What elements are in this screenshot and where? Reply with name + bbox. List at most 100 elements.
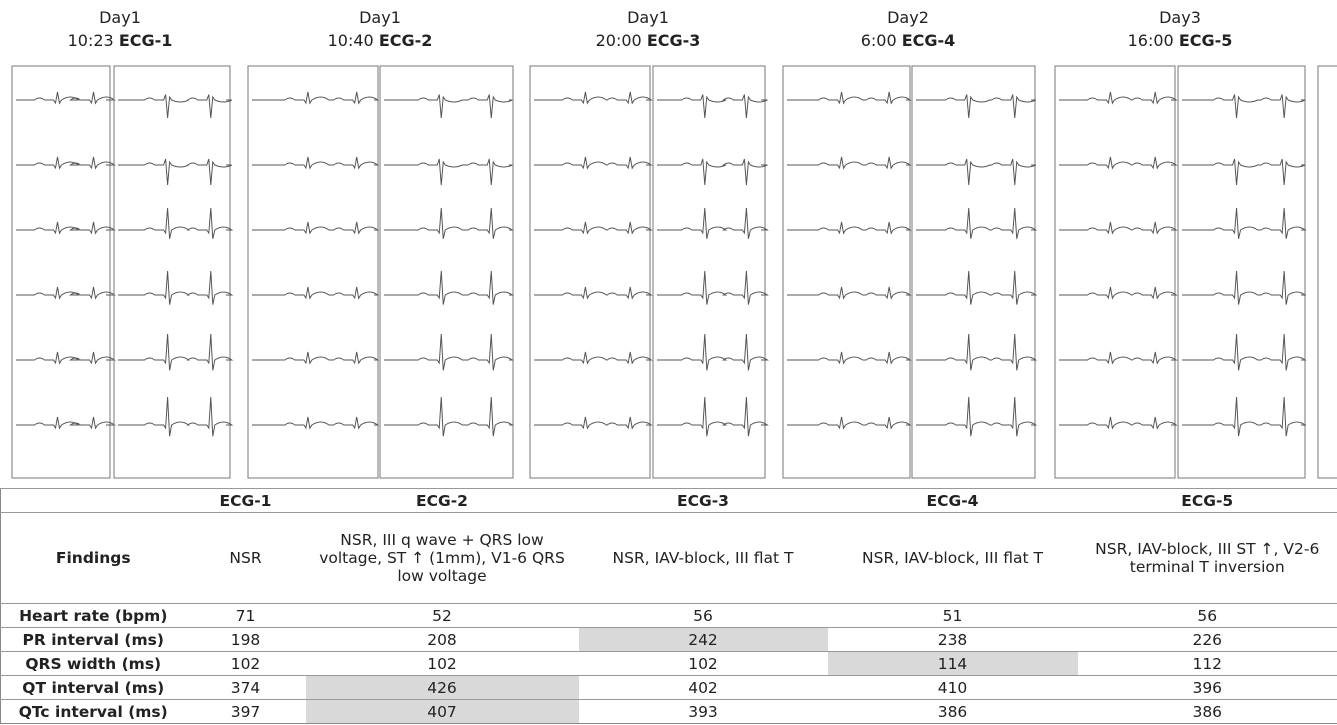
ecg-trace: [118, 271, 232, 305]
ecg-box: [114, 66, 230, 478]
panel-time-line: 16:00 ECG-5: [1060, 29, 1300, 52]
ecg-trace: [1059, 417, 1176, 428]
table-cell: NSR, IAV-block, III ST ↑, V2-6 terminal …: [1078, 513, 1337, 604]
ecg-trace: [787, 157, 910, 168]
table-cell: 386: [828, 700, 1078, 724]
figure: ECG-1ECG-2ECG-3ECG-4ECG-5 FindingsNSRNSR…: [0, 0, 1337, 725]
ecg-trace: [1059, 222, 1176, 233]
panel-label: ECG-5: [1179, 31, 1233, 50]
ecg-trace: [657, 208, 767, 239]
panel-label: ECG-2: [379, 31, 433, 50]
ecg-trace: [787, 222, 910, 233]
ecg-trace: [787, 352, 910, 363]
ecg-trace: [252, 157, 378, 168]
ecg-trace: [657, 159, 767, 185]
ecg-box: [248, 66, 378, 478]
table-cell: 56: [1078, 604, 1337, 628]
table-cell: 102: [186, 652, 306, 676]
ecg-trace: [1182, 397, 1305, 436]
ecg-trace: [252, 222, 378, 233]
row-label: Heart rate (bpm): [1, 604, 186, 628]
ecg-trace: [252, 287, 378, 298]
panel-day: Day1: [0, 6, 240, 29]
ecg-trace: [916, 95, 1036, 118]
table-cell: 51: [828, 604, 1078, 628]
ecg-trace: [16, 92, 115, 103]
ecg-trace: [916, 208, 1036, 239]
panel-time: 10:23: [68, 31, 114, 50]
panel-time: 16:00: [1128, 31, 1174, 50]
ecg-trace: [16, 287, 115, 298]
row-label: PR interval (ms): [1, 628, 186, 652]
ecg-trace: [916, 334, 1036, 370]
ecg-trace: [534, 352, 651, 363]
ecg-trace: [657, 95, 767, 118]
table-cell: 52: [306, 604, 579, 628]
ecg-trace: [916, 397, 1036, 436]
table-cell: 56: [579, 604, 828, 628]
ecg-trace: [118, 159, 232, 185]
ecg-box: [380, 66, 513, 478]
ecg-trace: [787, 92, 910, 103]
table-cell: 397: [186, 700, 306, 724]
panel-time-line: 20:00 ECG-3: [528, 29, 768, 52]
table-cell: 393: [579, 700, 828, 724]
table-cell: 102: [579, 652, 828, 676]
row-label: QTc interval (ms): [1, 700, 186, 724]
table-cell: 374: [186, 676, 306, 700]
column-header: ECG-4: [828, 489, 1078, 513]
ecg-trace: [916, 159, 1036, 185]
table-cell: 386: [1078, 700, 1337, 724]
ecg-trace: [916, 271, 1036, 305]
ecg-trace: [252, 352, 378, 363]
ecg-trace: [384, 159, 512, 185]
panel-time-line: 10:40 ECG-2: [260, 29, 500, 52]
table-cell: 208: [306, 628, 579, 652]
table-cell: NSR, IAV-block, III flat T: [579, 513, 828, 604]
ecg-trace: [1059, 287, 1176, 298]
table-cell: 238: [828, 628, 1078, 652]
table-cell: NSR, IAV-block, III flat T: [828, 513, 1078, 604]
row-label: QRS width (ms): [1, 652, 186, 676]
ecg-trace: [657, 334, 767, 370]
ecg-trace: [384, 334, 512, 370]
ecg-trace: [657, 397, 767, 436]
table-cell: 407: [306, 700, 579, 724]
panel-time: 20:00: [596, 31, 642, 50]
ecg-trace: [252, 417, 378, 428]
ecg-trace: [534, 222, 651, 233]
panel-label: ECG-4: [902, 31, 956, 50]
ecg-trace: [1182, 334, 1305, 370]
ecg-box: [1055, 66, 1175, 478]
ecg-trace: [1059, 352, 1176, 363]
ecg-trace: [118, 95, 232, 118]
table-cell: 198: [186, 628, 306, 652]
ecg-trace: [118, 397, 232, 436]
ecg-trace: [787, 417, 910, 428]
ecg-trace: [16, 417, 115, 428]
column-header: ECG-3: [579, 489, 828, 513]
panel-day: Day2: [788, 6, 1028, 29]
panel-label: ECG-3: [647, 31, 701, 50]
ecg-trace: [1059, 157, 1176, 168]
ecg-trace: [16, 222, 115, 233]
ecg-box: [653, 66, 765, 478]
ecg-trace: [1182, 95, 1305, 118]
ecg-trace: [534, 92, 651, 103]
panel-time-line: 10:23 ECG-1: [0, 29, 240, 52]
ecg-trace: [787, 287, 910, 298]
ecg-trace: [384, 271, 512, 305]
table-cell: 242: [579, 628, 828, 652]
column-header: ECG-2: [306, 489, 579, 513]
ecg-trace: [252, 92, 378, 103]
